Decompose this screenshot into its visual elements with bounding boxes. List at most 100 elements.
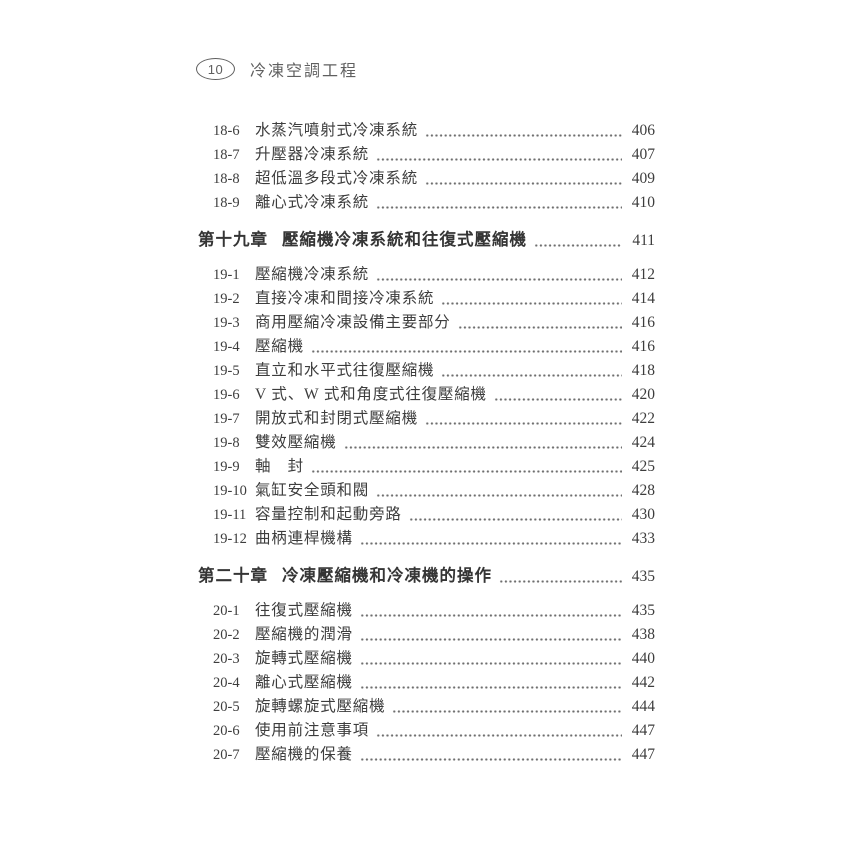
toc-entry-title: 開放式和封閉式壓縮機 — [255, 410, 419, 427]
toc-entry: 19-9 軸 封 425 — [198, 455, 655, 479]
toc-entry-page-number: 447 — [631, 746, 655, 763]
dot-leader — [359, 758, 622, 761]
dot-leader — [359, 614, 622, 617]
toc-entry-title: 壓縮機 — [255, 338, 304, 355]
toc-entry-page-number: 409 — [631, 170, 655, 187]
toc-entry-number: 19-8 — [213, 435, 240, 451]
toc-entry-number: 20-5 — [213, 699, 240, 715]
dot-leader — [376, 494, 622, 497]
toc-entry-number: 20-3 — [213, 651, 240, 667]
toc-chapter-heading: 第十九章 壓縮機冷凍系統和往復式壓縮機 411 — [198, 227, 655, 253]
dot-leader — [425, 422, 622, 425]
toc-entry: 20-5 旋轉螺旋式壓縮機 444 — [198, 695, 655, 719]
toc-entry: 19-2 直接冷凍和間接冷凍系統 414 — [198, 287, 655, 311]
toc-entry-number: 20-1 — [213, 603, 240, 619]
dot-leader — [408, 518, 622, 521]
page-header: 10 冷凍空調工程 — [196, 57, 358, 81]
dot-leader — [441, 374, 622, 377]
dot-leader — [359, 638, 622, 641]
dot-leader — [493, 398, 622, 401]
chapter-title: 冷凍壓縮機和冷凍機的操作 — [282, 566, 492, 585]
toc-entry: 20-4 離心式壓縮機 442 — [198, 671, 655, 695]
toc-entry-title: 商用壓縮冷凍設備主要部分 — [255, 314, 451, 331]
toc-entry-page-number: 414 — [631, 290, 655, 307]
dot-leader — [457, 326, 622, 329]
toc-entry-title: 壓縮機的保養 — [255, 746, 353, 763]
toc-entry-page-number: 440 — [631, 650, 655, 667]
dot-leader — [343, 446, 622, 449]
toc-entry-number: 20-2 — [213, 627, 240, 643]
chapter-label: 第二十章 — [198, 566, 268, 585]
toc-entry-page-number: 407 — [631, 146, 655, 163]
toc-entry-number: 20-7 — [213, 747, 240, 763]
toc-entry-number: 18-6 — [213, 123, 240, 139]
toc-entry-page-number: 433 — [631, 530, 655, 547]
toc-entry: 19-7 開放式和封閉式壓縮機 422 — [198, 407, 655, 431]
dot-leader — [310, 350, 622, 353]
toc-entry-page-number: 410 — [631, 194, 655, 211]
toc-entry-number: 18-7 — [213, 147, 240, 163]
toc-entry-page-number: 430 — [631, 506, 655, 523]
dot-leader — [376, 734, 622, 737]
toc-entry-number: 19-4 — [213, 339, 240, 355]
toc-entry: 20-3 旋轉式壓縮機 440 — [198, 647, 655, 671]
toc-entry-page-number: 420 — [631, 386, 655, 403]
toc-entry-number: 18-9 — [213, 195, 240, 211]
toc-entry-number: 19-7 — [213, 411, 240, 427]
toc-entry-title: 軸 封 — [255, 458, 304, 475]
toc-entry: 19-4 壓縮機 416 — [198, 335, 655, 359]
toc-entry: 20-6 使用前注意事項 447 — [198, 719, 655, 743]
toc-entry-page-number: 444 — [631, 698, 655, 715]
toc-entry-title: 離心式冷凍系統 — [255, 194, 370, 211]
toc-entry-title: 超低溫多段式冷凍系統 — [255, 170, 419, 187]
toc-entry-page-number: 425 — [631, 458, 655, 475]
toc-entry-title: 水蒸汽噴射式冷凍系統 — [255, 122, 419, 139]
dot-leader — [376, 278, 622, 281]
toc-entry: 19-12 曲柄連桿機構 433 — [198, 527, 655, 551]
toc-entry: 18-9 離心式冷凍系統 410 — [198, 191, 655, 215]
toc-entry-title: 往復式壓縮機 — [255, 602, 353, 619]
dot-leader — [425, 134, 622, 137]
toc-entry-title: V 式、W 式和角度式往復壓縮機 — [255, 386, 487, 403]
toc-entry-number: 19-9 — [213, 459, 240, 475]
dot-leader — [499, 580, 622, 583]
toc-entry-page-number: 416 — [631, 314, 655, 331]
toc-entry: 19-10 氣缸安全頭和閥 428 — [198, 479, 655, 503]
toc-entry-page-number: 422 — [631, 410, 655, 427]
dot-leader — [376, 206, 622, 209]
toc-entry-number: 19-5 — [213, 363, 240, 379]
toc-entry: 18-7 升壓器冷凍系統 407 — [198, 143, 655, 167]
dot-leader — [310, 470, 622, 473]
toc-entry-title: 曲柄連桿機構 — [255, 530, 353, 547]
dot-leader — [376, 158, 622, 161]
toc-entry-title: 雙效壓縮機 — [255, 434, 337, 451]
toc-entry-page-number: 447 — [631, 722, 655, 739]
dot-leader — [534, 244, 622, 247]
toc-entry-number: 19-12 — [213, 531, 247, 547]
toc-entry-number: 20-4 — [213, 675, 240, 691]
book-title: 冷凍空調工程 — [250, 63, 359, 80]
toc-entry-number: 19-10 — [213, 483, 247, 499]
toc-entry-title: 旋轉螺旋式壓縮機 — [255, 698, 386, 715]
toc-entry-page-number: 416 — [631, 338, 655, 355]
page-number-badge: 10 — [196, 58, 235, 80]
toc-entry: 19-1 壓縮機冷凍系統 412 — [198, 263, 655, 287]
dot-leader — [392, 710, 622, 713]
toc-entry-title: 升壓器冷凍系統 — [255, 146, 370, 163]
toc-entry: 19-3 商用壓縮冷凍設備主要部分 416 — [198, 311, 655, 335]
chapter-page-number: 411 — [632, 232, 655, 249]
dot-leader — [359, 662, 622, 665]
dot-leader — [359, 686, 622, 689]
toc-entry-number: 19-11 — [213, 507, 247, 523]
dot-leader — [359, 542, 622, 545]
toc-entry-number: 18-8 — [213, 171, 240, 187]
toc-entry-title: 壓縮機冷凍系統 — [255, 266, 370, 283]
toc-entry-page-number: 424 — [631, 434, 655, 451]
toc-entry: 20-1 往復式壓縮機 435 — [198, 599, 655, 623]
chapter-page-number: 435 — [631, 568, 655, 585]
toc-entry: 18-6 水蒸汽噴射式冷凍系統 406 — [198, 119, 655, 143]
dot-leader — [441, 302, 622, 305]
toc-entry-number: 20-6 — [213, 723, 240, 739]
toc-entry-title: 容量控制和起動旁路 — [255, 506, 402, 523]
